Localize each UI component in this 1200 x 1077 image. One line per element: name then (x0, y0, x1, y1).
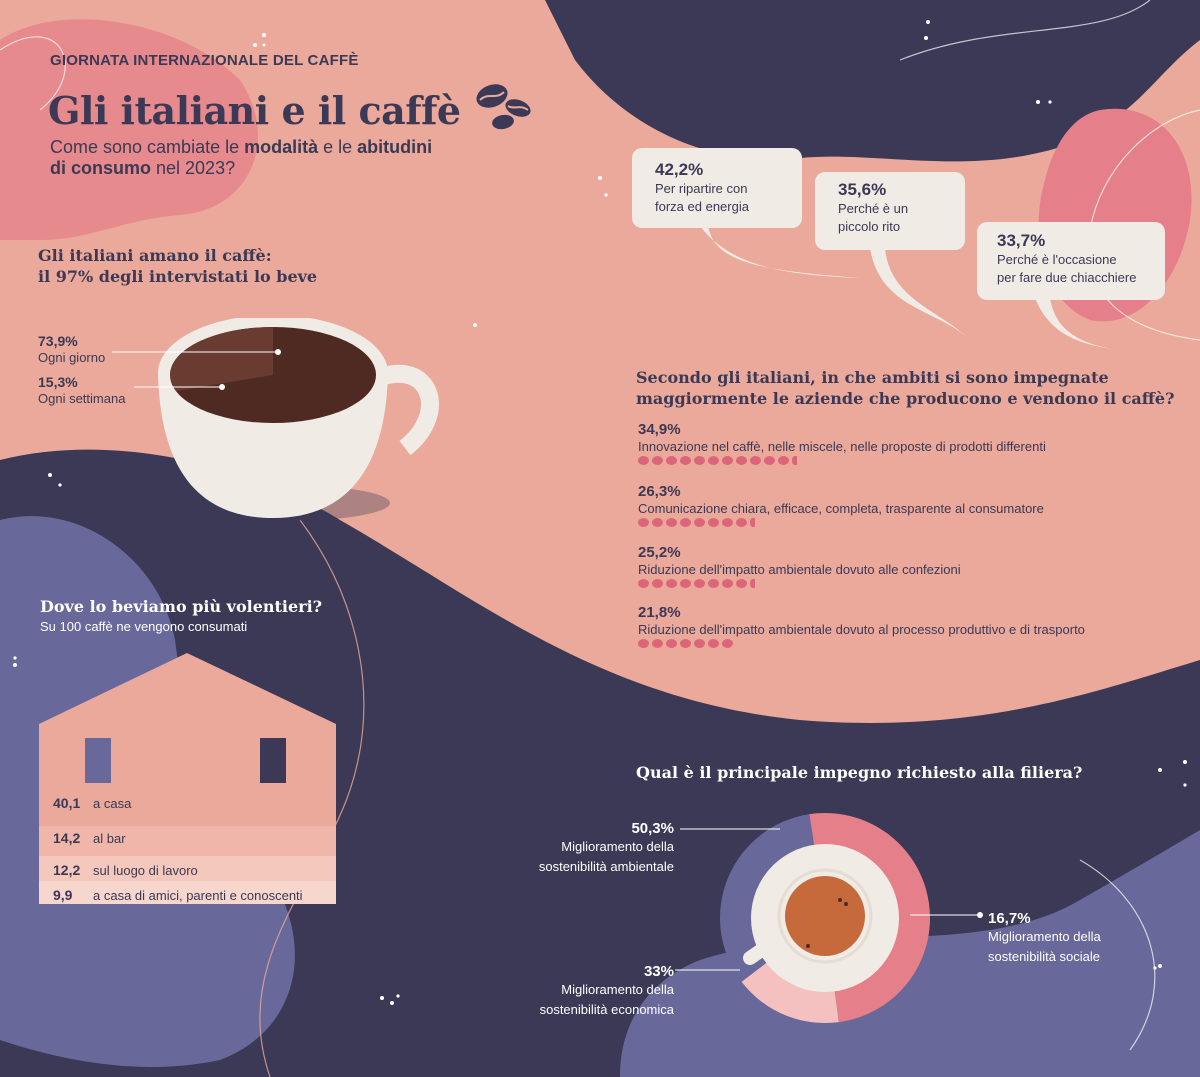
dot-mark (666, 579, 677, 588)
company-item-4: 21,8% Riduzione dell'impatto ambientale … (638, 604, 1085, 648)
dot-mark (666, 639, 677, 648)
where-title: Dove lo beviamo più volentieri? (40, 597, 323, 616)
dots-1 (638, 456, 1046, 465)
dots-3 (638, 579, 961, 588)
dot-mark (680, 518, 691, 527)
coffee-beans-icon (476, 84, 531, 130)
company-item-1: 34,9% Innovazione nel caffè, nelle misce… (638, 421, 1046, 465)
page-subtitle: Come sono cambiate le modalità e le abit… (50, 137, 433, 178)
dots-4 (638, 639, 1085, 648)
where-subtitle: Su 100 caffè ne vengono consumati (40, 619, 248, 634)
dot-mark (708, 579, 719, 588)
supply-item-env: 50,3% Miglioramento della sostenibilità … (538, 820, 674, 874)
bar-reasons-title: Perché beviamo il caffè al bar? (645, 105, 921, 124)
dot-mark (736, 456, 747, 465)
dot-mark (764, 456, 775, 465)
dot-mark (694, 456, 705, 465)
dot-mark-partial (750, 518, 755, 527)
house-row-home: 40,1 a casa (53, 795, 132, 811)
donut-leader-lines (675, 828, 983, 971)
coffee-cup-chart (158, 318, 439, 521)
dots-2 (638, 518, 1044, 527)
dot-mark (694, 579, 705, 588)
dot-mark (778, 456, 789, 465)
cup-item-daily: 73,9% Ogni giorno (38, 333, 106, 365)
dot-mark (708, 456, 719, 465)
dot-mark (652, 518, 663, 527)
house-row-bar: 14,2 al bar (53, 830, 126, 846)
dot-mark (680, 639, 691, 648)
house-chart (39, 653, 336, 904)
dot-mark (708, 639, 719, 648)
dot-mark (694, 518, 705, 527)
dot-mark (638, 456, 649, 465)
intro-line-2: il 97% degli intervistati lo beve (38, 267, 318, 286)
dot-mark (694, 639, 705, 648)
dot-mark (722, 579, 733, 588)
dot-mark (666, 518, 677, 527)
dot-mark (652, 639, 663, 648)
dot-mark (722, 456, 733, 465)
supply-title: Qual è il principale impegno richiesto a… (636, 763, 1083, 782)
speech-bubbles (632, 148, 1165, 350)
page-title: Gli italiani e il caffè (48, 88, 461, 133)
dot-mark (750, 456, 761, 465)
cup-slice-weekly (170, 327, 273, 391)
dot-mark (652, 579, 663, 588)
company-item-3: 25,2% Riduzione dell'impatto ambientale … (638, 544, 961, 588)
bubble-chat: 33,7% Perché è l'occasione per fare due … (997, 231, 1137, 285)
supply-donut-chart (720, 813, 930, 1023)
dot-mark (680, 579, 691, 588)
house-row-work: 12,2 sul luogo di lavoro (53, 862, 198, 878)
dot-mark (638, 579, 649, 588)
company-item-2: 26,3% Comunicazione chiara, efficace, co… (638, 483, 1044, 527)
supply-item-social: 16,7% Miglioramento della sostenibilità … (988, 910, 1101, 964)
house-row-friends: 9,9 a casa di amici, parenti e conoscenti (53, 887, 303, 903)
intro-heading: Gli italiani amano il caffè: il 97% degl… (38, 245, 317, 287)
dot-mark (652, 456, 663, 465)
kicker: GIORNATA INTERNAZIONALE DEL CAFFÈ (50, 52, 359, 69)
dot-mark (638, 639, 649, 648)
dot-mark (722, 639, 733, 648)
dot-mark (680, 456, 691, 465)
intro-line-1: Gli italiani amano il caffè: (38, 246, 272, 265)
bubble-energy: 42,2% Per ripartire con forza ed energia (655, 160, 749, 214)
dot-mark (736, 518, 747, 527)
dot-mark (722, 518, 733, 527)
dot-mark (708, 518, 719, 527)
cup-item-weekly: 15,3% Ogni settimana (38, 374, 126, 406)
companies-title: Secondo gli italiani, in che ambiti si s… (636, 368, 1175, 408)
dot-mark (666, 456, 677, 465)
dot-mark-partial (750, 579, 755, 588)
dot-mark (638, 518, 649, 527)
bubble-ritual: 35,6% Perché è un piccolo rito (838, 180, 909, 234)
cup-leader-lines (112, 349, 281, 390)
dot-mark-partial (792, 456, 797, 465)
dot-mark (736, 579, 747, 588)
supply-item-econ: 33% Miglioramento della sostenibilità ec… (539, 963, 674, 1017)
